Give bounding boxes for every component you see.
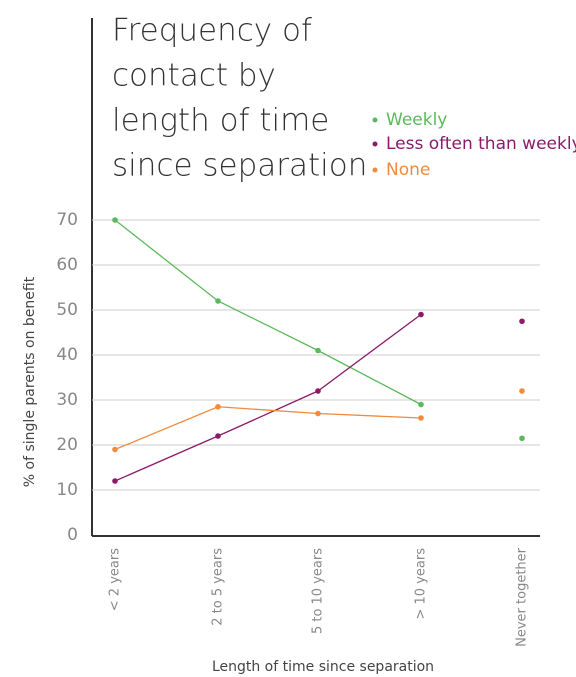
- x-tick-label: 2 to 5 years: [211, 548, 226, 626]
- series-line: [114, 406, 422, 451]
- x-tick-label: < 2 years: [108, 548, 123, 611]
- y-tick-label: 40: [56, 345, 78, 365]
- data-point: [519, 388, 525, 394]
- data-point: [519, 435, 525, 442]
- y-tick-label: 10: [56, 480, 78, 500]
- legend-label: Weekly: [386, 110, 447, 130]
- chart-title: contact by: [112, 58, 276, 94]
- legend-label: None: [386, 160, 430, 180]
- data-point: [418, 415, 424, 421]
- chart-title: Frequency of: [112, 13, 312, 49]
- y-tick-label: 70: [56, 210, 78, 230]
- data-point: [519, 318, 525, 325]
- chart-title: length of time: [112, 103, 329, 139]
- data-point: [315, 347, 321, 354]
- y-tick-label: 20: [56, 435, 78, 455]
- data-point: [112, 446, 118, 453]
- data-point: [315, 410, 321, 417]
- legend-label: Less often than weekly: [386, 134, 576, 154]
- y-tick-label: 60: [56, 255, 78, 275]
- data-point: [315, 388, 321, 394]
- data-point: [418, 311, 424, 318]
- series-line: [114, 219, 422, 406]
- legend-marker: [372, 141, 378, 147]
- x-tick-label: 5 to 10 years: [311, 548, 326, 634]
- series-line: [114, 313, 422, 482]
- x-tick-label: Never together: [515, 547, 530, 647]
- data-point: [112, 217, 118, 223]
- legend-marker: [372, 167, 378, 173]
- x-tick-label: > 10 years: [414, 548, 429, 620]
- data-point: [112, 478, 118, 484]
- y-tick-label: 50: [56, 300, 78, 320]
- data-point: [215, 433, 221, 439]
- data-point: [418, 401, 424, 408]
- y-tick-label: 30: [56, 390, 78, 410]
- chart-title: since separation: [112, 148, 367, 184]
- data-point: [215, 298, 221, 304]
- y-axis-label: % of single parents on benefit: [22, 276, 38, 487]
- x-axis-label: Length of time since separation: [212, 659, 434, 675]
- data-point: [215, 403, 221, 410]
- y-tick-label: 0: [67, 525, 78, 545]
- legend-marker: [372, 117, 378, 123]
